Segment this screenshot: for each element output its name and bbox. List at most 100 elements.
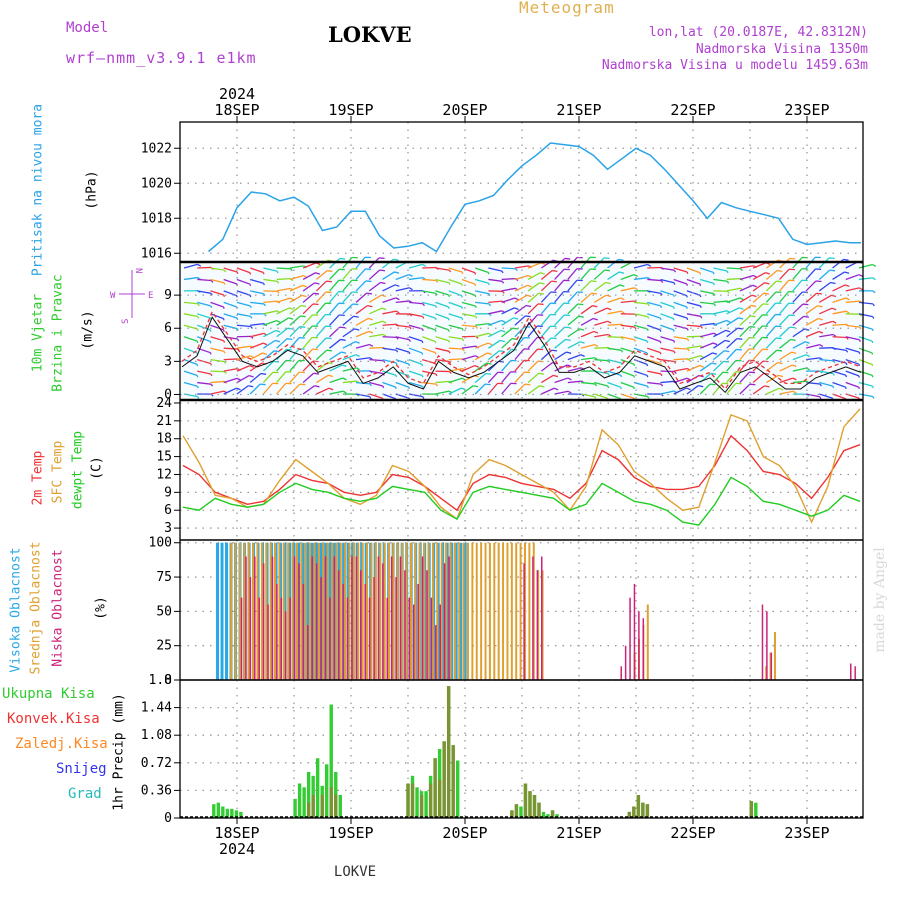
wind-barb-feather — [607, 320, 612, 324]
wind-barb — [673, 290, 688, 297]
precip-bar-convective — [311, 795, 315, 818]
wind-barb-feather — [739, 307, 744, 310]
wind-barb — [739, 348, 750, 361]
wind-barb-feather — [552, 269, 558, 273]
wind-barb-feather — [223, 269, 227, 273]
wind-barb — [805, 280, 817, 292]
wind-barb-feather — [647, 303, 650, 307]
wind-barb-feather — [393, 258, 399, 261]
wind-barb — [276, 287, 291, 292]
wind-barb — [408, 347, 423, 354]
wind-barb-feather — [737, 327, 743, 330]
wind-barb — [474, 342, 489, 349]
wind-barb — [514, 360, 525, 372]
wind-barb — [210, 347, 225, 352]
wind-barb — [302, 385, 315, 395]
wind-barb — [660, 390, 675, 395]
wind-barb — [448, 313, 463, 319]
wind-barb-feather — [567, 390, 572, 394]
wind-barb — [686, 278, 701, 285]
wind-speed-line — [181, 316, 862, 394]
wind-barb — [223, 358, 238, 361]
wind-barb — [858, 381, 873, 387]
wind-barb — [647, 370, 662, 375]
wind-barb-feather — [844, 284, 850, 288]
wind-barb — [210, 290, 225, 296]
wind-barb — [487, 382, 499, 395]
wind-barb-feather — [762, 303, 769, 306]
wind-barb-feather — [726, 290, 730, 294]
wind-barb — [329, 390, 344, 395]
wind-barb-feather — [790, 338, 796, 342]
wind-barb-feather — [791, 364, 797, 368]
wind-barb-feather — [461, 271, 464, 274]
wind-barb — [700, 322, 715, 326]
wind-barb — [262, 382, 274, 395]
wind-barb — [752, 360, 764, 372]
wind-barb-feather — [223, 340, 226, 343]
year-label-bottom: 2024 — [219, 840, 255, 858]
wind-barb-feather — [301, 294, 307, 298]
wind-barb — [461, 364, 476, 372]
temp-ytick-label: 24 — [156, 396, 172, 411]
wind-barb-feather — [526, 294, 532, 298]
wind-barb — [805, 305, 818, 315]
legend-frozen-rain: Zaledj.Kisa — [15, 736, 108, 752]
wind-barb-feather — [328, 387, 334, 391]
wind-barb — [832, 323, 847, 326]
cloud-ytick-label: 25 — [156, 639, 172, 654]
wind-barb — [236, 345, 251, 349]
wind-barb — [315, 291, 327, 303]
wind-barb-feather — [726, 280, 730, 284]
wind-barb — [752, 262, 767, 269]
wind-barb-feather — [711, 362, 717, 365]
footer-station: LOKVE — [334, 864, 376, 880]
wind-barb — [302, 337, 313, 349]
wind-barb — [660, 290, 675, 296]
wind-barb — [567, 268, 578, 280]
wind-barb-feather — [366, 292, 372, 295]
wind-barb-feather — [620, 375, 623, 378]
wind-barb — [818, 282, 831, 292]
wind-barb — [752, 282, 765, 292]
wind-barb — [554, 377, 569, 384]
wind-barb-feather — [250, 326, 253, 329]
wind-barb-feather — [448, 351, 451, 354]
wind-barb-feather — [248, 374, 254, 378]
wind-barb — [633, 263, 648, 269]
wind-barb-feather — [551, 280, 557, 283]
wind-barb-feather — [380, 281, 386, 285]
wind-barb — [739, 371, 750, 383]
wind-barb — [792, 291, 803, 303]
wind-barb — [369, 320, 383, 326]
wind-barb — [726, 348, 737, 361]
wind-barb — [660, 267, 675, 271]
wind-barb — [315, 349, 328, 361]
wind-barb — [766, 387, 780, 395]
wind-barb — [752, 325, 763, 338]
wind-barb — [408, 263, 423, 269]
wind-barb — [329, 338, 341, 349]
wind-barb — [514, 284, 528, 292]
wind-barb — [818, 269, 831, 280]
wind-barb-feather — [223, 351, 226, 354]
cloud-ytick-label: 75 — [156, 570, 172, 585]
wind-barb-feather — [805, 341, 810, 344]
wind-barb-feather — [435, 373, 438, 377]
wind-barb — [819, 393, 833, 399]
wind-barb-feather — [461, 338, 465, 342]
wind-barb-feather — [461, 387, 466, 391]
precip-bar-total — [424, 791, 428, 818]
wind-barb — [726, 317, 739, 326]
wind-barb — [845, 347, 860, 353]
wind-barb — [315, 280, 327, 292]
wind-barb-feather — [539, 282, 545, 285]
wind-barb-feather — [473, 385, 479, 388]
wind-barb — [210, 324, 224, 331]
wind-barb-feather — [580, 354, 585, 358]
precip-bar-total — [329, 704, 333, 818]
wind-barb-feather — [593, 330, 599, 334]
wind-barb — [501, 277, 516, 281]
wind-barb-feather — [528, 274, 533, 278]
wind-barb-feather — [858, 274, 863, 277]
